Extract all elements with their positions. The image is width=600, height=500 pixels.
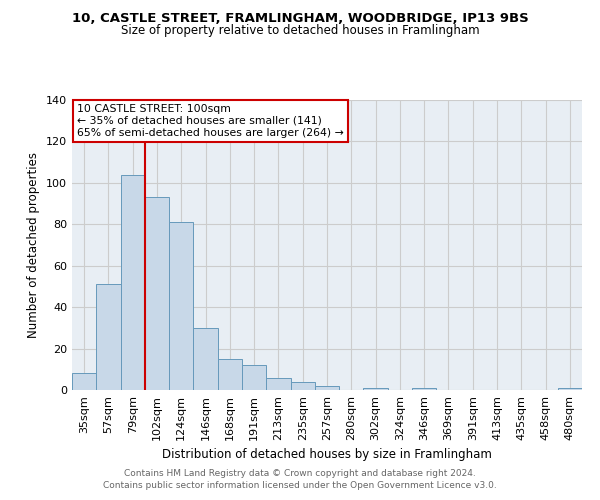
Bar (193, 328, 218, 390)
Bar (121, 174, 145, 390)
Bar (412, 388, 436, 390)
Text: Contains HM Land Registry data © Crown copyright and database right 2024.
Contai: Contains HM Land Registry data © Crown c… (103, 468, 497, 490)
Bar (266, 378, 290, 390)
Text: Size of property relative to detached houses in Framlingham: Size of property relative to detached ho… (121, 24, 479, 37)
Bar (218, 359, 242, 390)
Bar (145, 198, 169, 390)
Bar (72, 374, 96, 390)
X-axis label: Distribution of detached houses by size in Framlingham: Distribution of detached houses by size … (162, 448, 492, 461)
Y-axis label: Number of detached properties: Number of detached properties (28, 152, 40, 338)
Text: 10, CASTLE STREET, FRAMLINGHAM, WOODBRIDGE, IP13 9BS: 10, CASTLE STREET, FRAMLINGHAM, WOODBRID… (71, 12, 529, 26)
Bar (290, 382, 315, 390)
Bar (169, 222, 193, 390)
Bar (242, 365, 266, 390)
Bar (315, 386, 339, 390)
Bar (558, 388, 582, 390)
Bar (96, 284, 121, 390)
Text: 10 CASTLE STREET: 100sqm
← 35% of detached houses are smaller (141)
65% of semi-: 10 CASTLE STREET: 100sqm ← 35% of detach… (77, 104, 344, 138)
Bar (364, 388, 388, 390)
